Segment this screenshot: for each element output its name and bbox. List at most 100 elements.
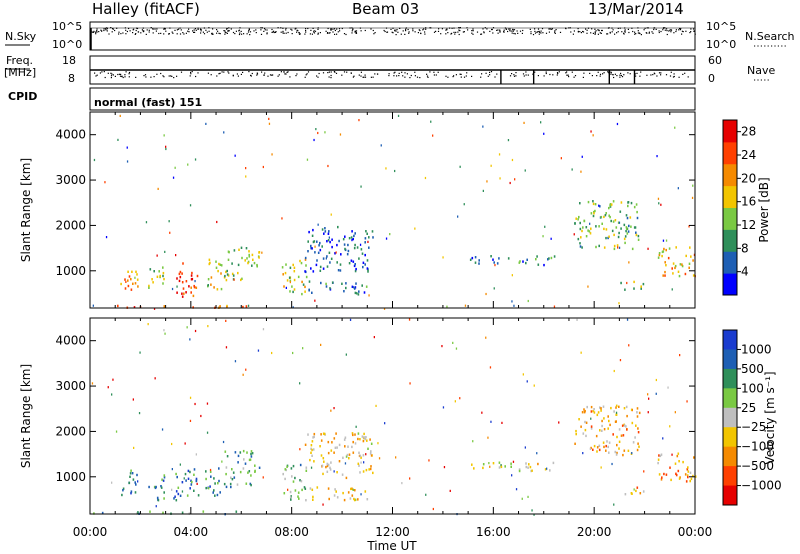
scatter-cell: [194, 280, 196, 283]
echo-cell: [552, 461, 555, 465]
echo-cell: [196, 274, 199, 278]
nave-dot: [278, 74, 280, 76]
scatter-cell: [616, 122, 619, 126]
scatter-cell: [580, 351, 582, 354]
noise-dot: [472, 30, 474, 32]
echo-cell: [600, 407, 602, 410]
noise-dot: [663, 27, 665, 29]
echo-cell: [325, 465, 327, 469]
nave-dot: [634, 73, 636, 75]
nave-dot: [489, 71, 491, 73]
noise-dot: [334, 29, 336, 32]
noise-dot: [355, 30, 358, 32]
echo-cell: [611, 229, 614, 233]
noise-dot: [294, 28, 296, 30]
scatter-cell: [482, 125, 484, 128]
noise-dot: [541, 28, 544, 30]
echo-cell: [614, 219, 617, 222]
nave-dot: [285, 73, 287, 75]
nave-dot: [552, 74, 554, 76]
echo-cell: [587, 200, 590, 204]
echo-cell: [323, 460, 325, 463]
noise-dot: [497, 29, 499, 31]
noise-dot: [648, 31, 650, 33]
echo-cell: [608, 451, 610, 454]
noise-dot: [643, 29, 645, 31]
nave-dot: [122, 76, 124, 79]
noise-dot: [228, 30, 230, 32]
noise-dot: [141, 29, 143, 31]
noise-dot: [227, 30, 229, 32]
nave-dot: [358, 74, 360, 76]
echo-cell: [518, 469, 521, 473]
nave-dot: [416, 76, 419, 78]
echo-cell: [620, 281, 622, 285]
scatter-cell: [409, 477, 411, 480]
noise-dot: [116, 27, 118, 29]
echo-cell: [189, 470, 191, 474]
echo-cell: [213, 489, 215, 492]
nave-dot: [191, 71, 193, 73]
echo-cell: [190, 274, 193, 277]
scatter-cell: [669, 425, 671, 428]
scatter-cell: [189, 338, 191, 341]
echo-cell: [357, 437, 359, 441]
noise-dot: [364, 29, 366, 32]
scatter-cell: [459, 165, 461, 168]
scatter-cell: [463, 203, 465, 206]
colorbar-tick-label: 25: [741, 401, 756, 415]
echo-cell: [258, 466, 261, 469]
scatter-cell: [359, 243, 362, 246]
scatter-cell: [527, 495, 529, 498]
scatter-cell: [171, 287, 174, 291]
echo-cell: [130, 490, 133, 493]
noise-dot: [95, 33, 97, 35]
echo-cell: [163, 497, 165, 500]
echo-cell: [162, 274, 164, 278]
echo-cell: [358, 290, 360, 293]
nave-dot: [350, 72, 352, 74]
noise-dot: [148, 29, 150, 31]
echo-cell: [213, 286, 215, 289]
noise-dot: [585, 28, 587, 30]
noise-dot: [246, 33, 248, 35]
echo-cell: [297, 491, 300, 494]
echo-cell: [311, 488, 314, 491]
noise-dot: [91, 31, 93, 33]
echo-cell: [185, 291, 187, 294]
echo-cell: [336, 446, 338, 449]
noise-dot: [624, 29, 626, 31]
echo-cell: [367, 270, 369, 273]
noise-dot: [601, 29, 603, 32]
noise-dot: [125, 33, 127, 35]
echo-cell: [620, 434, 623, 437]
nave-dot: [466, 72, 468, 74]
echo-cell: [605, 444, 607, 448]
echo-cell: [350, 236, 353, 239]
scatter-cell: [111, 481, 113, 484]
noise-dot: [249, 31, 252, 33]
echo-cell: [237, 461, 239, 464]
echo-cell: [578, 215, 580, 219]
echo-cell: [214, 494, 216, 497]
echo-cell: [185, 280, 188, 283]
noise-dot: [693, 30, 695, 32]
echo-cell: [184, 472, 187, 476]
noise-dot: [400, 33, 402, 35]
echo-cell: [620, 201, 623, 204]
echo-cell: [304, 487, 307, 490]
echo-cell: [179, 494, 182, 497]
echo-cell: [177, 486, 180, 489]
echo-cell: [218, 262, 220, 266]
echo-cell: [642, 490, 645, 493]
noise-dot: [133, 28, 135, 30]
nave-dot: [636, 72, 638, 74]
echo-cell: [215, 260, 217, 263]
echo-cell: [668, 247, 671, 250]
echo-cell: [241, 256, 243, 260]
echo-cell: [354, 269, 357, 273]
scatter-cell: [617, 246, 619, 249]
scatter-cell: [409, 382, 411, 385]
echo-cell: [692, 259, 694, 262]
echo-cell: [327, 463, 330, 467]
